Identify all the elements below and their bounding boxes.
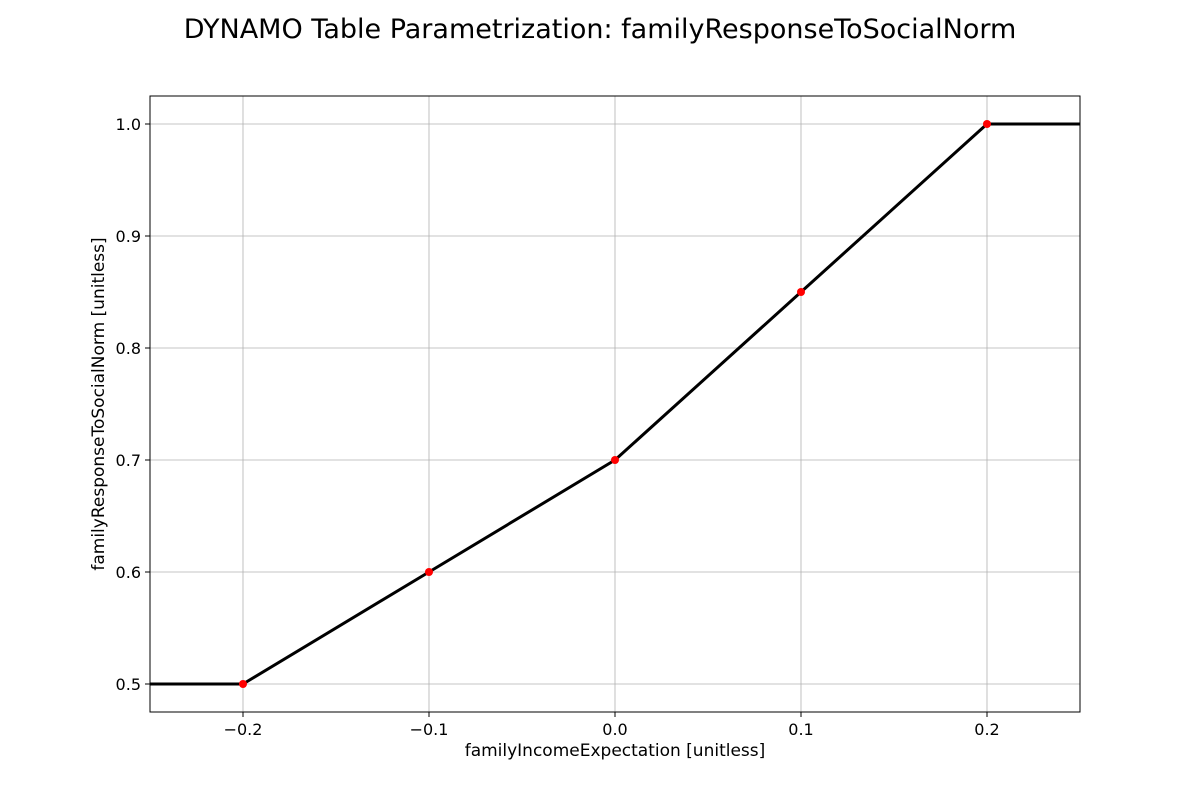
y-tick-label: 0.8 (116, 339, 141, 358)
data-point (983, 120, 991, 128)
grid-lines (150, 96, 1080, 712)
x-tick-label: −0.2 (224, 720, 263, 739)
y-tick-label: 1.0 (116, 115, 141, 134)
y-tick-label: 0.7 (116, 451, 141, 470)
x-tick-label: 0.0 (602, 720, 627, 739)
y-tick-label: 0.6 (116, 563, 141, 582)
y-tick-label: 0.5 (116, 675, 141, 694)
x-tick-label: 0.1 (788, 720, 813, 739)
data-point (239, 680, 247, 688)
y-tick-label: 0.9 (116, 227, 141, 246)
data-points (239, 120, 991, 688)
x-axis-label: familyIncomeExpectation [unitless] (465, 741, 766, 761)
chart-title: DYNAMO Table Parametrization: familyResp… (184, 14, 1017, 45)
x-tick-label: −0.1 (410, 720, 449, 739)
data-point (797, 288, 805, 296)
x-tick-label: 0.2 (974, 720, 999, 739)
data-point (611, 456, 619, 464)
axis-ticks: −0.2 −0.1 0.0 0.1 0.2 0.5 0.6 0.7 0.8 0.9 1.0 (116, 115, 1000, 739)
y-axis-label: familyResponseToSocialNorm [unitless] (89, 237, 109, 570)
data-point (425, 568, 433, 576)
